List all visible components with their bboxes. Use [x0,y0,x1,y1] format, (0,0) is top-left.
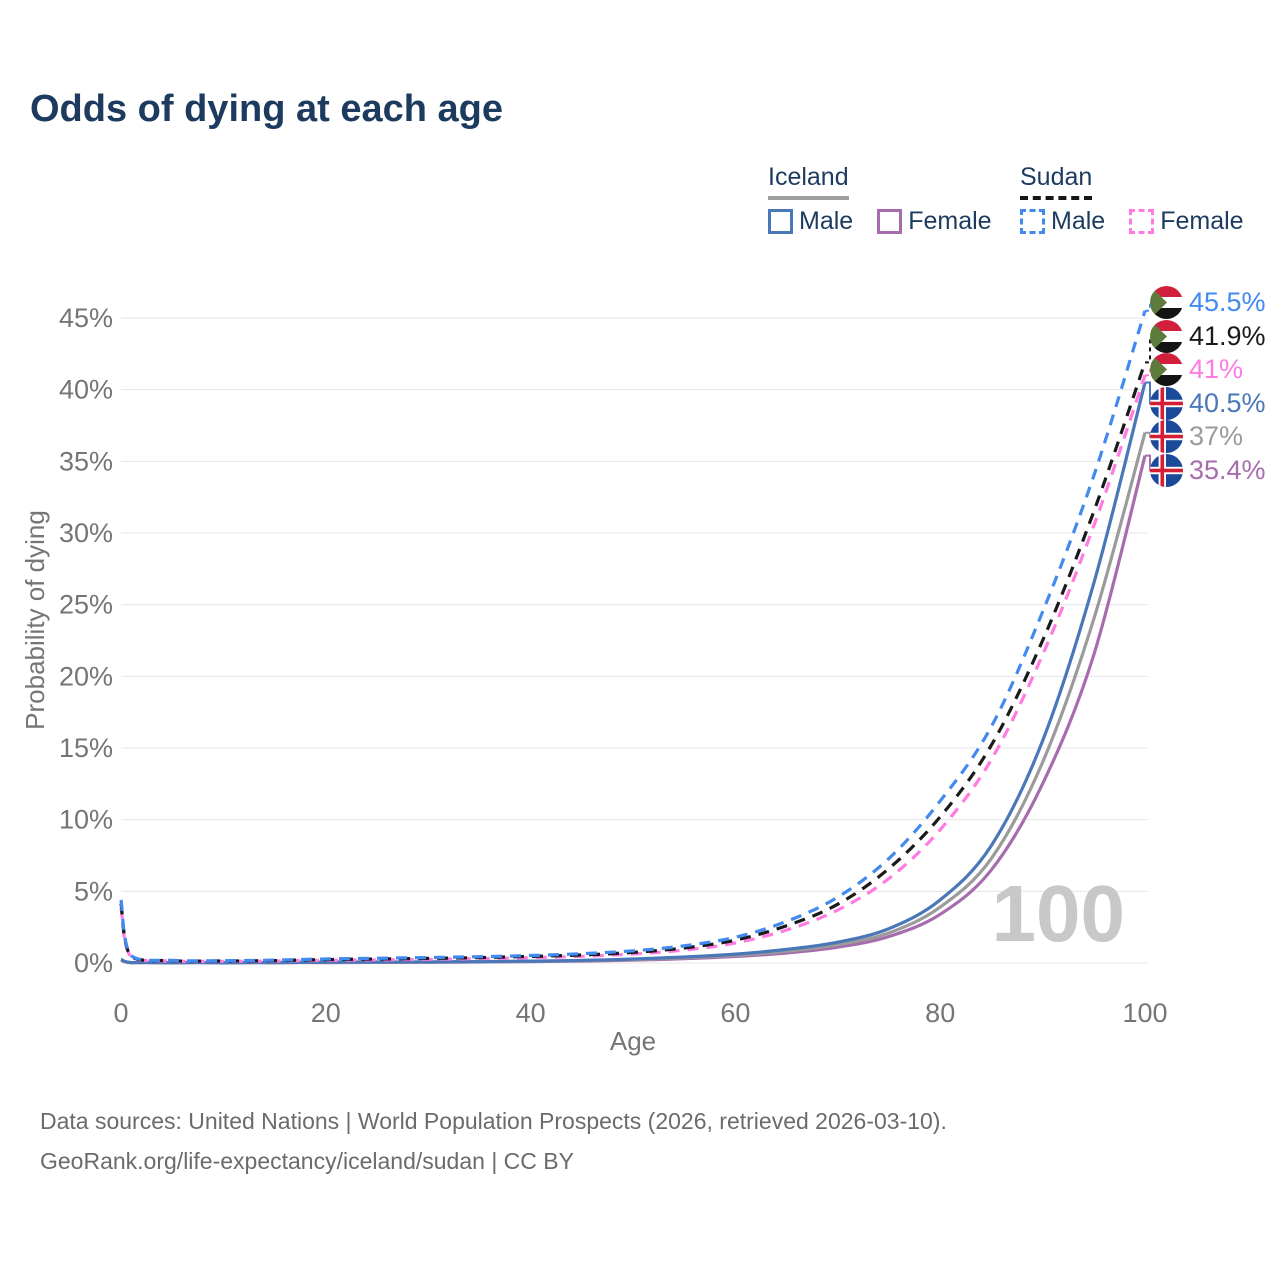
series-line-sudan-both-sexes [119,361,1147,963]
iceland-male-swatch-icon [768,209,793,234]
legend-group-sudan: Sudan Male Female [1020,163,1244,236]
sudan-flag-icon [1150,353,1183,387]
end-label-sudan-female: 41% [1150,353,1244,387]
y-tick-label: 20% [59,661,113,691]
footer: Data sources: United Nations | World Pop… [40,1108,947,1188]
y-tick-label: 35% [59,446,113,476]
footer-datasources: Data sources: United Nations | World Pop… [40,1108,947,1134]
legend-country-iceland[interactable]: Iceland [768,163,849,200]
end-label-sudan-both-sexes: 41.9% [1150,319,1266,353]
series-line-sudan-female [119,374,1147,964]
y-tick-label: 25% [59,590,113,620]
legend-item-label: Female [1160,207,1244,235]
end-label-value: 40.5% [1189,387,1266,418]
y-tick-label: 10% [59,805,113,835]
iceland-line-style-icon [768,196,849,200]
legend-item-label: Male [799,207,854,235]
end-label-value: 41% [1189,354,1244,385]
legend-country-sudan[interactable]: Sudan [1020,163,1093,200]
end-label-value: 37% [1189,421,1244,452]
y-tick-label: 0% [74,948,113,978]
sudan-female-swatch-icon [1129,209,1155,234]
iceland-female-swatch-icon [877,209,903,234]
label-connector-sudan-female [1145,368,1158,377]
legend-item-sudan-female[interactable]: Female [1129,207,1244,236]
end-label-value: 35.4% [1189,454,1266,485]
legend-country-label: Sudan [1020,163,1093,191]
sudan-male-swatch-icon [1020,209,1045,234]
x-tick-label: 20 [311,998,341,1028]
y-tick-label: 30% [59,518,113,548]
x-tick-label: 100 [1122,998,1167,1028]
x-axis-title: Age [610,1026,656,1056]
end-label-value: 45.5% [1189,287,1266,318]
legend-item-label: Male [1051,207,1106,235]
age-watermark: 100 [992,869,1125,958]
x-tick-label: 40 [516,998,546,1028]
sudan-flag-icon [1150,286,1183,320]
y-tick-label: 40% [59,375,113,405]
legend-item-sudan-male[interactable]: Male [1020,207,1105,236]
legend-items-iceland: Male Female [768,207,992,236]
end-label-iceland-female: 35.4% [1150,453,1266,487]
end-label-iceland-male: 40.5% [1150,386,1266,420]
legend-group-iceland: Iceland Male Female [768,163,992,236]
footer-url: GeoRank.org/life-expectancy/iceland/suda… [40,1148,574,1174]
iceland-flag-icon [1150,420,1183,454]
x-tick-label: 60 [720,998,750,1028]
sudan-flag-icon [1150,319,1183,353]
series-line-iceland-male [120,382,1147,965]
end-label-sudan-male: 45.5% [1150,286,1266,320]
legend-item-label: Female [908,207,992,235]
legend-item-iceland-male[interactable]: Male [768,207,853,236]
legend-items-sudan: Male Female [1020,207,1244,236]
x-tick-label: 80 [925,998,955,1028]
legend-item-iceland-female[interactable]: Female [877,207,992,236]
sudan-line-style-icon [1020,196,1093,200]
y-tick-label: 15% [59,733,113,763]
iceland-flag-icon [1150,453,1183,487]
series-line-sudan-male [119,310,1147,963]
x-tick-label: 0 [113,998,128,1028]
page-title: Odds of dying at each age [30,88,503,130]
legend-country-label: Iceland [768,163,849,191]
y-tick-label: 45% [59,303,113,333]
iceland-flag-icon [1150,386,1183,420]
y-tick-label: 5% [74,876,113,906]
end-label-iceland-both-sexes: 37% [1150,420,1244,454]
end-label-value: 41.9% [1189,320,1266,351]
y-axis-title: Probability of dying [20,510,50,730]
